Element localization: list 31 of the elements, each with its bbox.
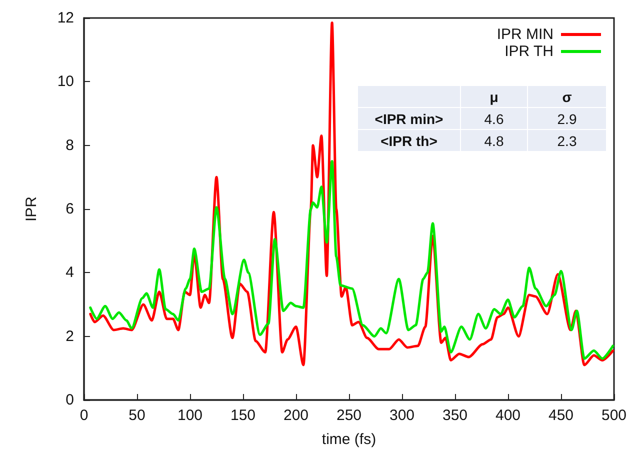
x-tick-label: 300 [389, 407, 415, 424]
y-tick-label: 4 [66, 264, 74, 282]
annotation: 2.9 [528, 108, 606, 129]
annotation: 4.8 [461, 130, 527, 151]
x-tick-label: 450 [548, 407, 574, 424]
annotation: σ [528, 86, 606, 107]
x-tick-label: 200 [283, 407, 309, 424]
annotation: 4.6 [461, 108, 527, 129]
x-axis-title: time (fs) [322, 431, 376, 448]
y-tick-label: 8 [66, 136, 74, 154]
y-tick-label: 10 [57, 73, 74, 90]
x-tick-label: 0 [80, 407, 88, 424]
x-tick-label: 400 [495, 407, 521, 424]
x-tick-label: 100 [177, 407, 203, 424]
y-axis-title: IPR [23, 196, 40, 222]
y-tick-label: 0 [66, 392, 74, 408]
y-tick-label: 12 [57, 10, 74, 26]
annotation: μ [461, 86, 527, 107]
line-series [89, 160, 614, 360]
x-tick-label: 50 [128, 407, 146, 424]
y-tick-label: 6 [66, 200, 74, 218]
x-tick-label: 350 [442, 407, 468, 424]
legend-label: IPR MIN [496, 26, 554, 43]
x-tick-label: 500 [601, 407, 627, 424]
legend-label: IPR TH [504, 43, 554, 60]
y-tick-label: 2 [66, 328, 74, 345]
x-tick-label: 250 [336, 407, 362, 424]
annotation: <IPR th> [358, 130, 460, 151]
annotation: <IPR min> [358, 108, 460, 129]
annotation: 2.3 [528, 130, 606, 151]
x-tick-label: 150 [230, 407, 256, 424]
